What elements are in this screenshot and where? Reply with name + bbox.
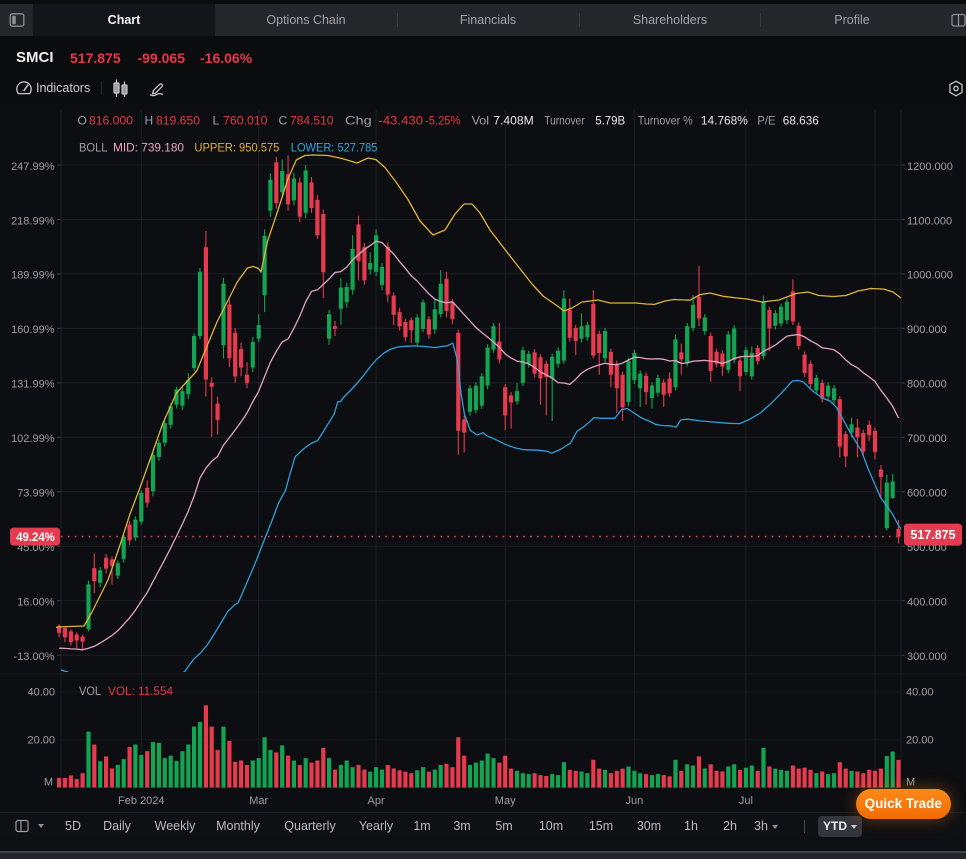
svg-text:189.99%: 189.99% [11,270,55,282]
svg-text:1000.000: 1000.000 [907,270,953,282]
svg-text:160.99%: 160.99% [11,324,55,336]
svg-text:800.000: 800.000 [907,379,947,391]
svg-text:-43.430: -43.430 [379,114,424,128]
svg-text:760.010: 760.010 [223,114,268,128]
svg-text:LOWER: 527.785: LOWER: 527.785 [291,141,378,155]
svg-text:Vol: Vol [472,114,490,128]
svg-text:UPPER: 950.575: UPPER: 950.575 [194,141,279,155]
svg-text:-5.25%: -5.25% [425,114,461,128]
svg-text:400.000: 400.000 [907,597,947,609]
svg-text:73.99%: 73.99% [17,488,55,500]
svg-text:L: L [213,114,220,128]
svg-text:P/E: P/E [757,114,775,128]
svg-text:20.00: 20.00 [27,735,55,747]
svg-text:49.24%: 49.24% [16,530,55,544]
svg-text:247.99%: 247.99% [11,161,55,173]
svg-text:784.510: 784.510 [290,114,334,128]
svg-text:218.99%: 218.99% [11,215,55,227]
svg-text:517.875: 517.875 [910,528,955,542]
svg-text:VOL: VOL [79,684,101,698]
svg-text:Turnover: Turnover [544,114,584,128]
svg-text:819.650: 819.650 [156,114,200,128]
svg-text:Mar: Mar [249,795,268,807]
svg-text:300.000: 300.000 [907,651,947,663]
svg-text:May: May [495,795,516,807]
svg-text:1200.000: 1200.000 [907,161,953,173]
svg-text:Jun: Jun [626,795,644,807]
svg-text:102.99%: 102.99% [11,433,55,445]
svg-text:Feb 2024: Feb 2024 [118,795,164,807]
svg-text:20.00: 20.00 [906,735,934,747]
svg-text:40.00: 40.00 [27,687,55,699]
svg-text:14.768%: 14.768% [701,114,748,128]
svg-text:7.408M: 7.408M [493,114,534,128]
svg-text:O: O [78,114,87,128]
svg-text:Jul: Jul [739,795,753,807]
svg-text:131.99%: 131.99% [11,379,55,391]
svg-text:Chg: Chg [345,114,372,128]
svg-text:-13.00%: -13.00% [14,651,55,663]
svg-text:BOLL: BOLL [79,141,108,155]
svg-text:600.000: 600.000 [907,488,947,500]
svg-text:M: M [44,777,53,789]
svg-text:816.000: 816.000 [89,114,133,128]
svg-text:1100.000: 1100.000 [907,215,952,227]
svg-text:700.000: 700.000 [907,433,947,445]
svg-text:5.79B: 5.79B [595,114,625,128]
svg-text:68.636: 68.636 [783,114,819,128]
svg-text:16.00%: 16.00% [17,597,55,609]
svg-text:40.00: 40.00 [906,687,934,699]
svg-text:MID: 739.180: MID: 739.180 [113,141,184,155]
svg-text:M: M [906,777,915,789]
svg-text:Apr: Apr [368,795,385,807]
svg-text:Turnover %: Turnover % [638,114,693,128]
svg-text:C: C [279,114,288,128]
svg-text:VOL: 11.554: VOL: 11.554 [108,684,173,698]
svg-text:H: H [145,114,154,128]
svg-text:900.000: 900.000 [907,324,947,336]
